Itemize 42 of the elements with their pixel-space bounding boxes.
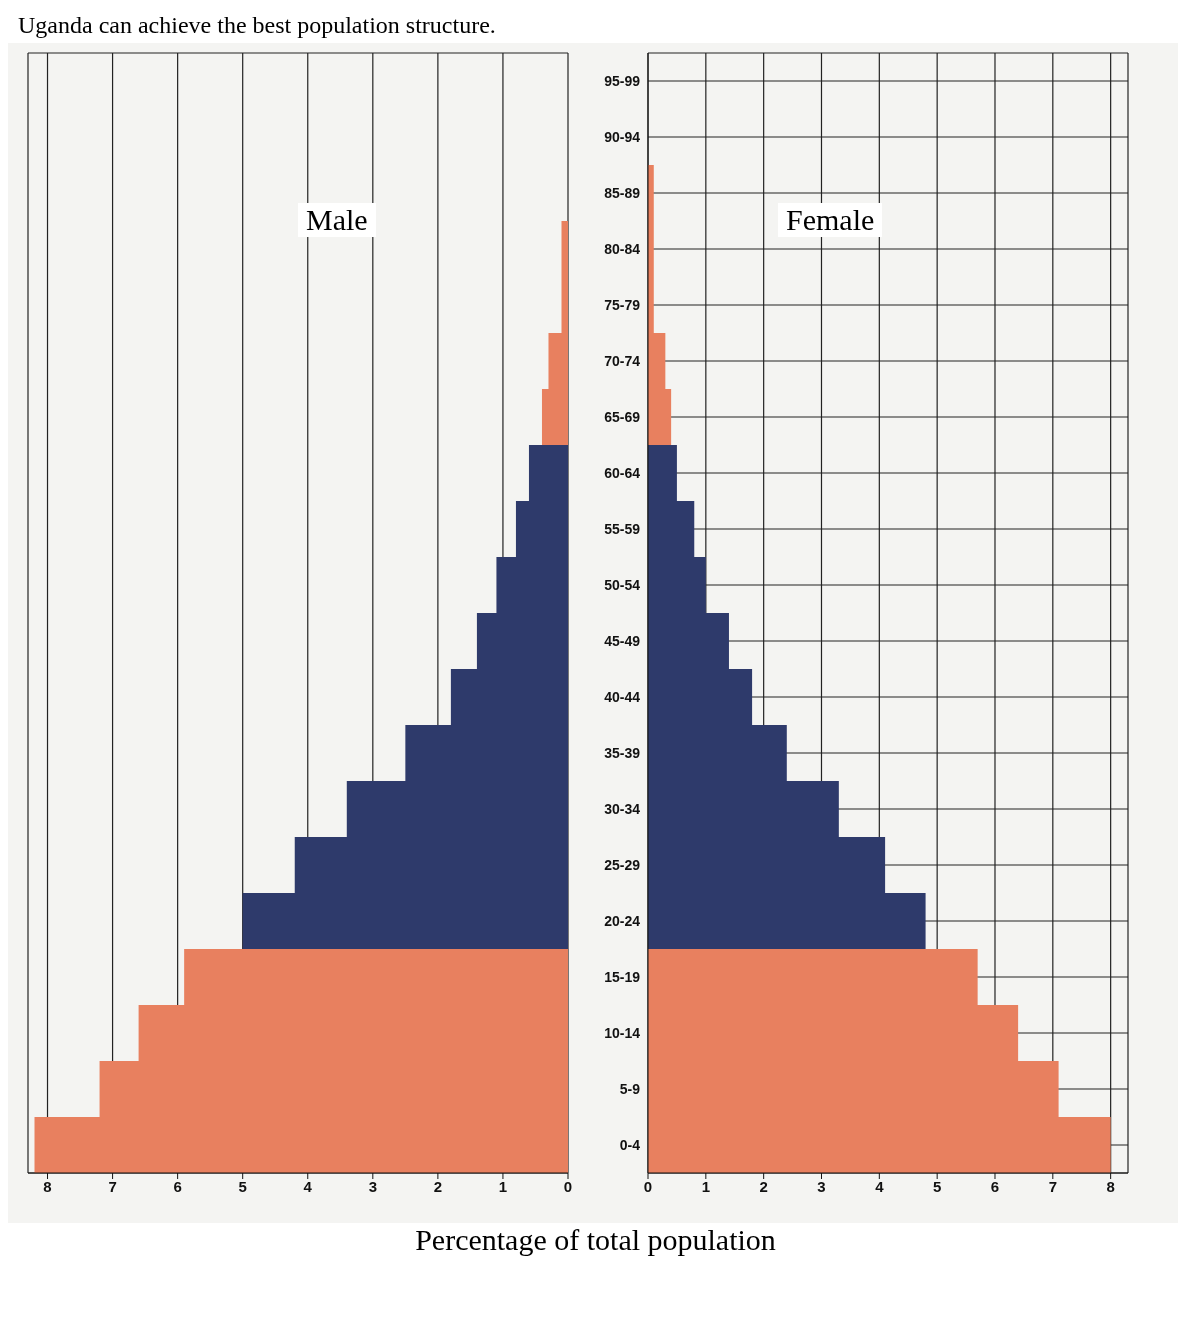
y-tick-label: 65-69 [604,408,641,425]
x-tick-label: 0 [563,1177,573,1195]
x-tick-label: 6 [990,1177,1000,1195]
x-axis-title: Percentage of total population [414,1223,777,1257]
y-tick-label: 60-64 [604,464,641,481]
y-tick-label: 0-4 [619,1136,641,1153]
y-tick-label: 90-94 [604,128,641,145]
x-tick-label: 8 [43,1177,52,1195]
x-tick-label: 4 [303,1177,313,1195]
x-tick-label: 1 [701,1177,710,1195]
y-tick-label: 80-84 [604,240,641,257]
chart-title: Uganda can achieve the best population structure. [17,11,497,40]
y-tick-label: 75-79 [604,296,641,313]
x-tick-label: 0 [643,1177,653,1195]
y-tick-label: 45-49 [604,632,641,649]
y-tick-label: 35-39 [604,744,641,761]
y-tick-label: 50-54 [604,576,641,593]
x-tick-label: 5 [238,1177,247,1195]
x-tick-label: 8 [1106,1177,1115,1195]
y-tick-label: 55-59 [604,520,641,537]
x-tick-label: 4 [875,1177,885,1195]
y-tick-label: 85-89 [604,184,641,201]
x-tick-label: 6 [173,1177,182,1195]
y-tick-label: 70-74 [604,352,641,369]
x-tick-label: 2 [433,1177,443,1195]
y-tick-label: 5-9 [619,1080,641,1097]
text: Female [778,203,883,237]
y-tick-label: 15-19 [604,968,641,985]
y-tick-label: 95-99 [604,72,641,89]
y-tick-label: 30-34 [604,800,641,817]
x-tick-label: 7 [108,1177,117,1195]
x-tick-label: 2 [759,1177,768,1195]
y-tick-label: 20-24 [604,912,641,929]
text: Male [298,203,376,237]
x-tick-label: 1 [498,1177,508,1195]
x-tick-label: 3 [368,1177,377,1195]
x-tick-label: 5 [932,1177,942,1195]
x-tick-label: 7 [1048,1177,1057,1195]
y-tick-label: 10-14 [604,1024,641,1041]
x-tick-label: 3 [817,1177,826,1195]
y-tick-label: 25-29 [604,856,641,873]
y-tick-label: 40-44 [604,688,641,705]
